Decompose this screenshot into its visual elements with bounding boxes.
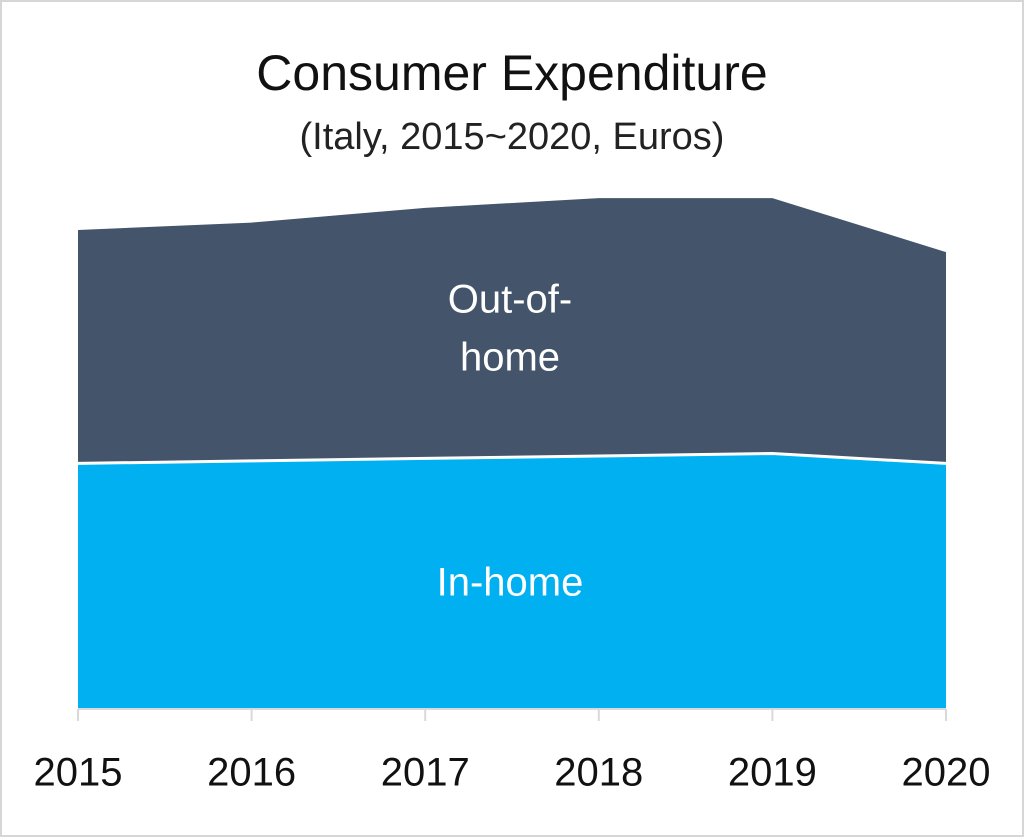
series-label-in-home: In-home bbox=[437, 561, 584, 605]
series-label-out-of-home: home bbox=[460, 336, 560, 380]
x-tick-label: 2018 bbox=[554, 751, 643, 795]
chart-subtitle: (Italy, 2015~2020, Euros) bbox=[299, 116, 725, 158]
area-in-home bbox=[78, 453, 946, 709]
x-tick-label: 2020 bbox=[902, 751, 991, 795]
series-label-out-of-home: Out-of- bbox=[448, 278, 572, 322]
x-tick-label: 2016 bbox=[207, 751, 296, 795]
x-tick-label: 2017 bbox=[381, 751, 470, 795]
series-labels: In-home Out-of-home bbox=[437, 278, 584, 605]
x-tick-label: 2019 bbox=[728, 751, 817, 795]
area-layer bbox=[77, 198, 947, 709]
chart-title: Consumer Expenditure bbox=[256, 45, 768, 101]
area-out-of-home bbox=[78, 198, 946, 464]
x-tick-label: 2015 bbox=[34, 751, 123, 795]
x-axis: 2015 2016 2017 2018 2019 2020 bbox=[34, 708, 991, 795]
series-divider bbox=[77, 451, 947, 465]
